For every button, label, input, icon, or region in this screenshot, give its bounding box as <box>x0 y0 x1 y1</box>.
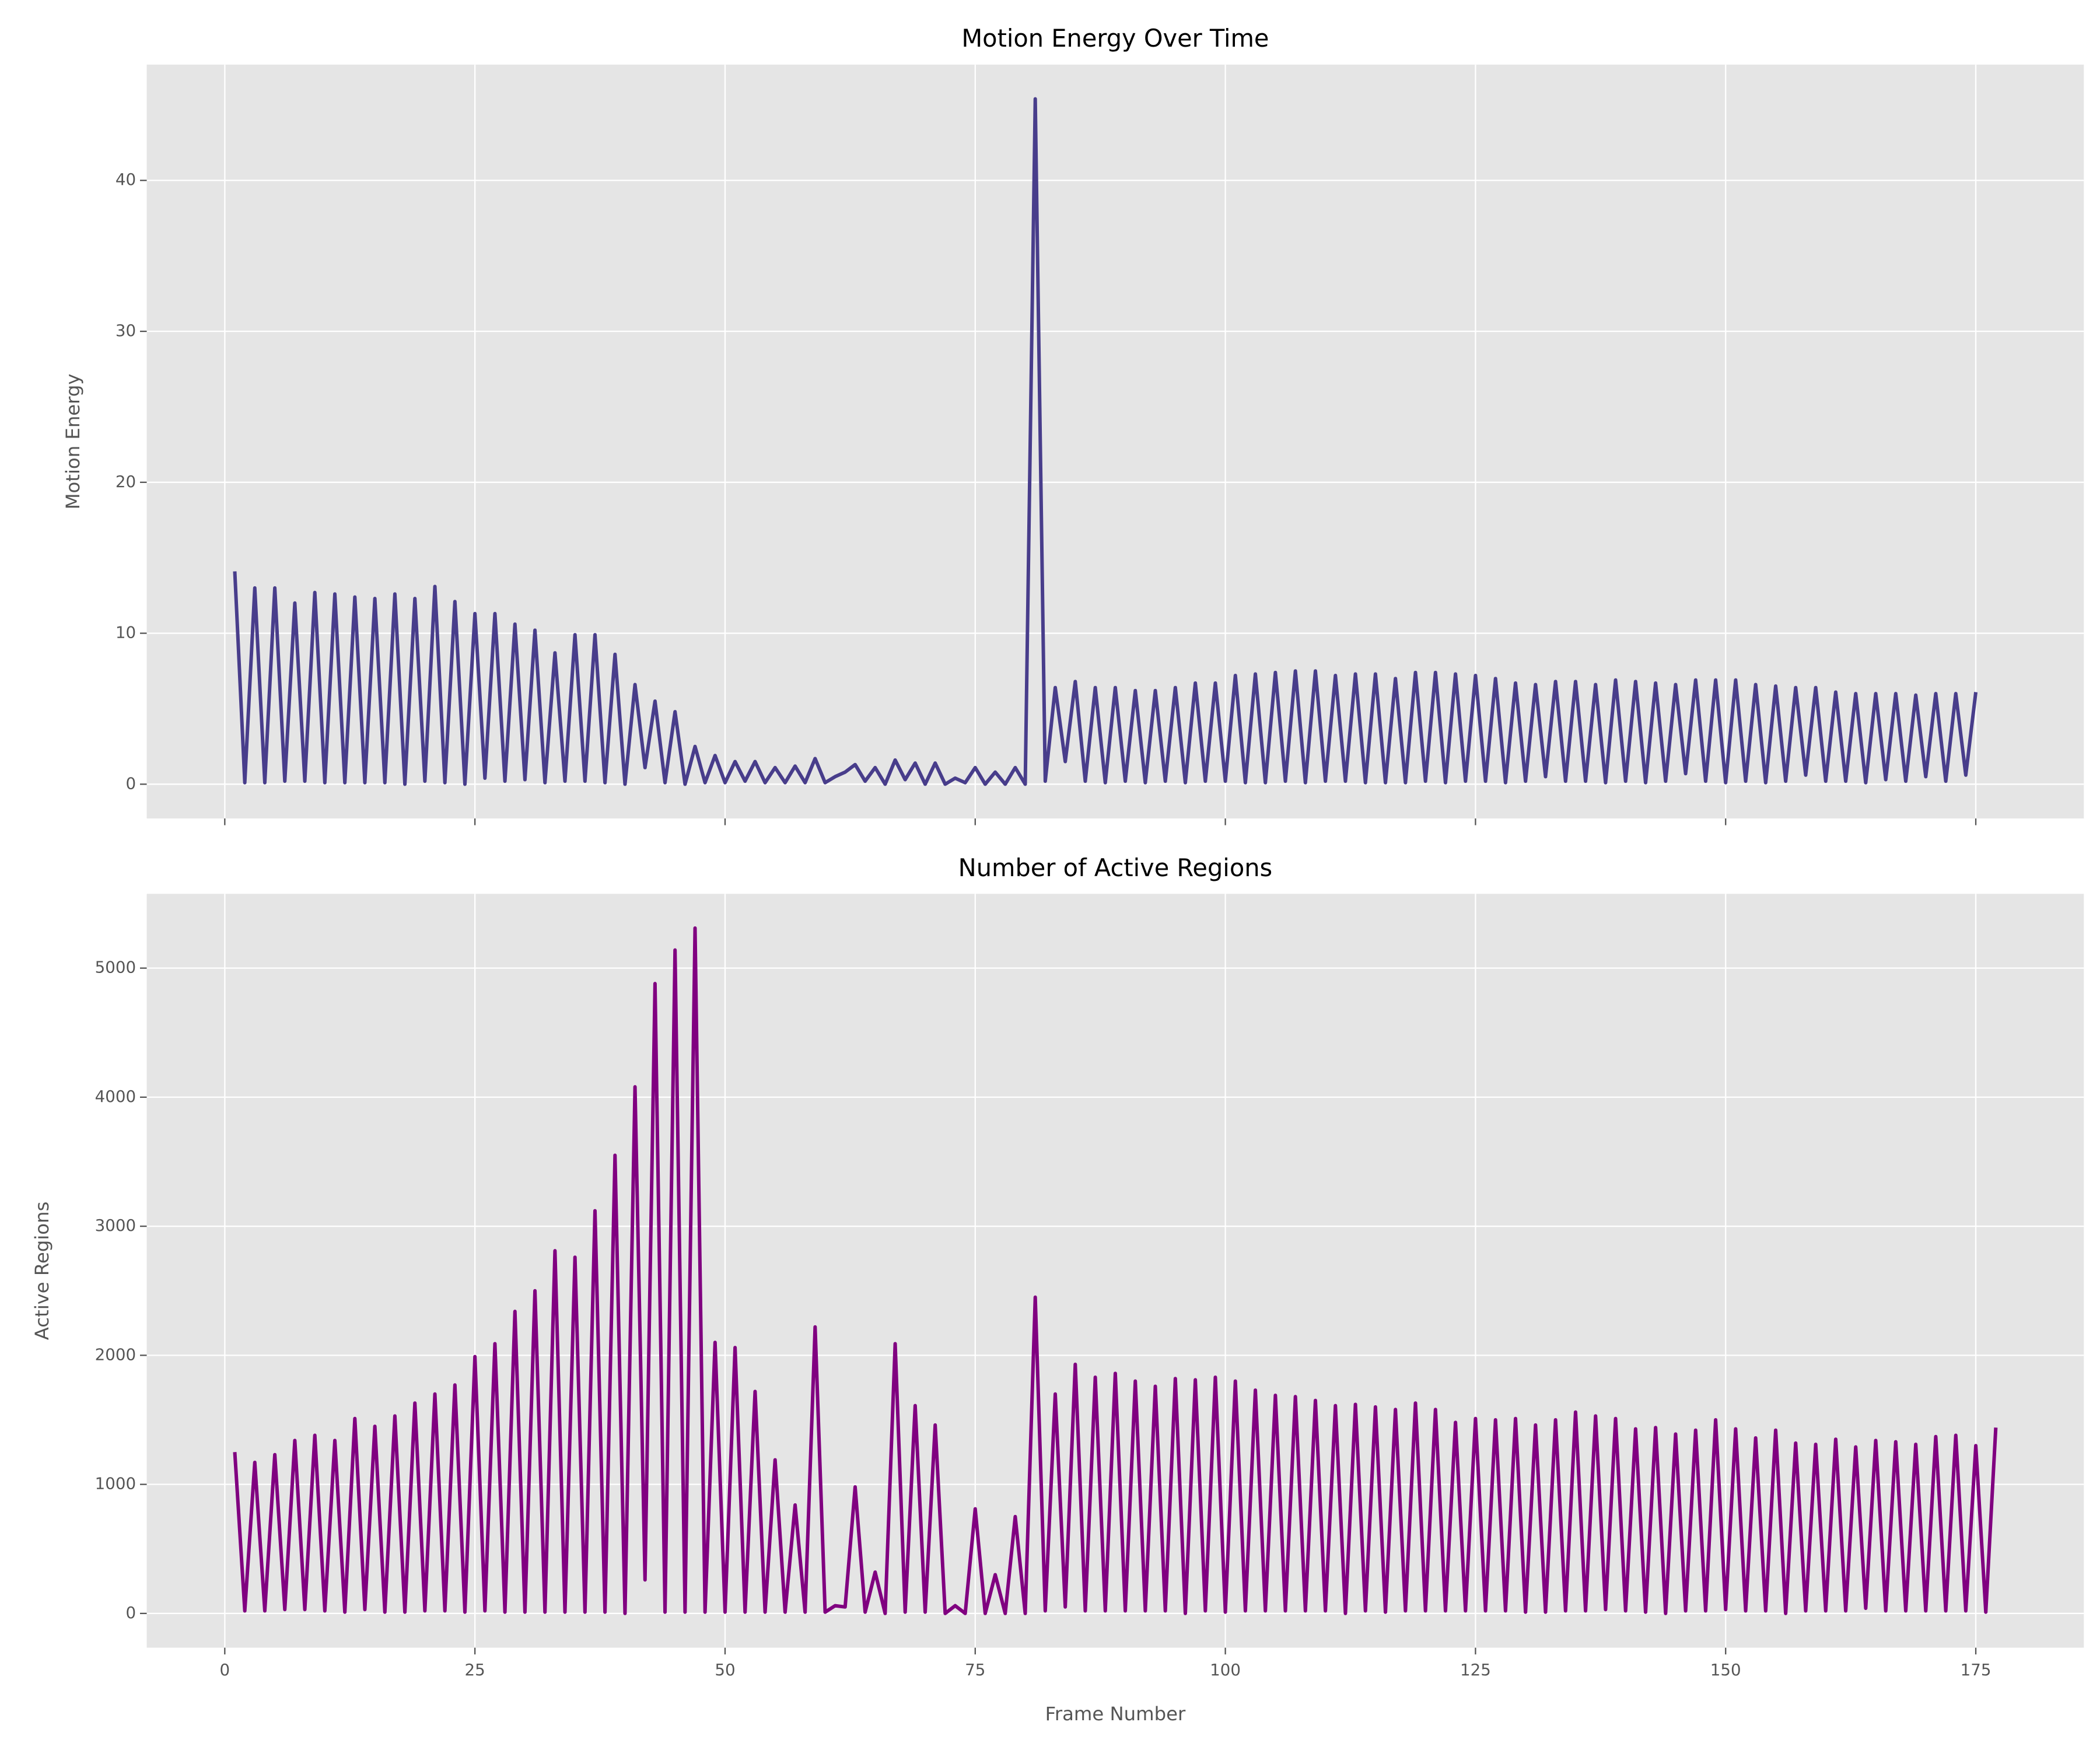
x-axis-label: Frame Number <box>1045 1703 1186 1725</box>
x-tick-label: 75 <box>965 1660 985 1679</box>
chart-title: Number of Active Regions <box>958 853 1273 882</box>
y-axis-label: Active Regions <box>31 1202 53 1340</box>
y-tick-label: 30 <box>116 321 136 340</box>
x-tick-label: 150 <box>1710 1660 1741 1679</box>
y-tick-label: 40 <box>116 170 136 189</box>
data-line <box>233 97 1978 786</box>
x-tick-label: 25 <box>465 1660 485 1679</box>
y-tick-label: 10 <box>116 623 136 642</box>
x-tick-label: 50 <box>715 1660 735 1679</box>
x-tick-label: 100 <box>1210 1660 1241 1679</box>
data-line <box>233 926 1998 1615</box>
y-tick-label: 4000 <box>95 1087 136 1106</box>
y-axis-label: Motion Energy <box>62 374 84 510</box>
x-tick-label: 125 <box>1460 1660 1491 1679</box>
x-tick-label: 0 <box>220 1660 230 1679</box>
y-tick-label: 0 <box>125 774 136 793</box>
x-tick-label: 175 <box>1961 1660 1992 1679</box>
y-tick-label: 5000 <box>95 958 136 977</box>
y-tick-label: 0 <box>125 1603 136 1622</box>
plot-area <box>146 894 2084 1648</box>
y-tick-label: 20 <box>116 472 136 491</box>
chart-title: Motion Energy Over Time <box>961 24 1269 52</box>
y-tick-label: 1000 <box>95 1474 136 1493</box>
y-tick-label: 3000 <box>95 1216 136 1235</box>
y-tick-label: 2000 <box>95 1345 136 1364</box>
